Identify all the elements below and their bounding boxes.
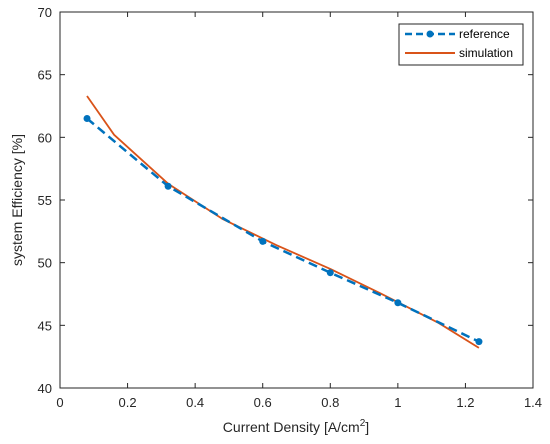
data-point-reference: [475, 338, 483, 346]
data-point-reference: [164, 182, 172, 190]
x-tick-label: 0.2: [119, 395, 137, 410]
x-axis-label-superscript: 2: [360, 418, 366, 429]
legend-box: [398, 23, 524, 66]
y-tick-label: 45: [38, 318, 52, 333]
x-tick-label: 0.8: [321, 395, 339, 410]
x-axis-label: Current Density [A/cm2]: [223, 418, 369, 435]
data-point-reference: [83, 115, 91, 123]
series-layer: [83, 95, 483, 349]
x-axis-label-suffix: ]: [365, 419, 369, 435]
legend-label-simulation: simulation: [459, 46, 513, 60]
y-tick-label: 50: [38, 256, 52, 271]
x-axis-label-main: Current Density [A/cm: [223, 419, 360, 435]
x-tick-label: 1.4: [524, 395, 542, 410]
y-axis-label: system Efficiency [%]: [9, 134, 25, 266]
y-tick-label: 40: [38, 381, 52, 396]
y-tick-label: 70: [38, 5, 52, 20]
legend-marker-reference: [426, 30, 434, 38]
plot-area: [59, 11, 534, 389]
x-tick-label: 1: [394, 395, 401, 410]
legend: reference simulation: [398, 23, 524, 66]
y-tick-label: 65: [38, 68, 52, 83]
x-tick-label: 1.2: [456, 395, 474, 410]
x-tick-label: 0: [56, 395, 63, 410]
x-tick-label: 0.4: [186, 395, 204, 410]
axis-ticks: 0 0.2 0.4 0.6 0.8 1 1.2 1.4 40 45 50 55 60 65 70: [38, 5, 543, 410]
data-point-reference: [394, 299, 402, 307]
data-point-reference: [326, 269, 334, 277]
y-tick-label: 60: [38, 130, 52, 145]
x-tick-label: 0.6: [254, 395, 272, 410]
series-line-simulation: [86, 95, 480, 349]
series-line-reference: [86, 117, 480, 343]
y-tick-label: 55: [38, 193, 52, 208]
legend-label-reference: reference: [459, 27, 510, 41]
data-point-reference: [259, 237, 267, 245]
